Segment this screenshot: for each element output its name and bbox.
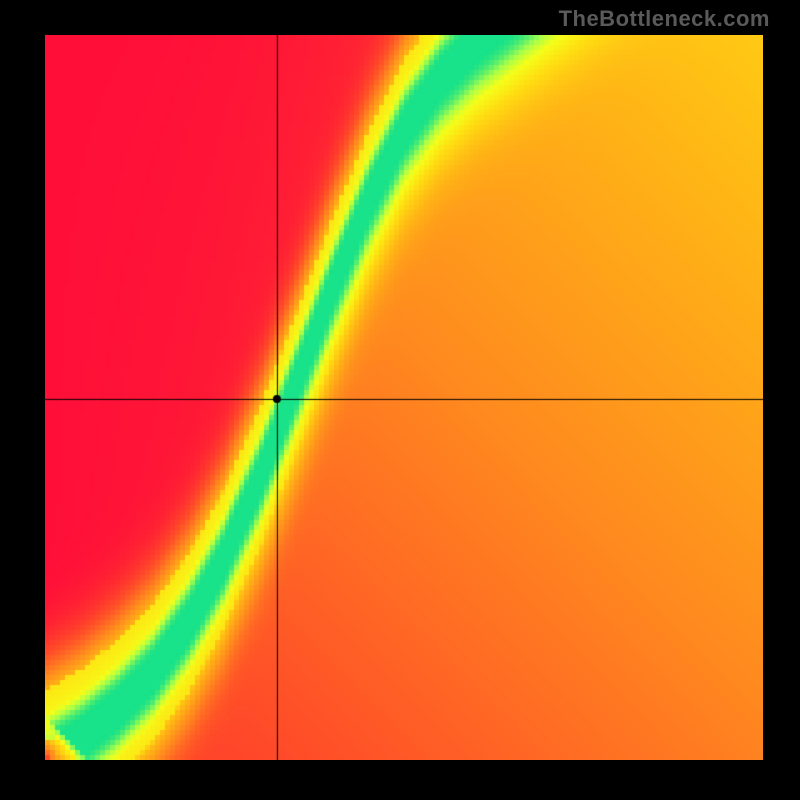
bottleneck-heatmap [45, 35, 763, 760]
watermark-text: TheBottleneck.com [559, 6, 770, 32]
chart-container: TheBottleneck.com [0, 0, 800, 800]
